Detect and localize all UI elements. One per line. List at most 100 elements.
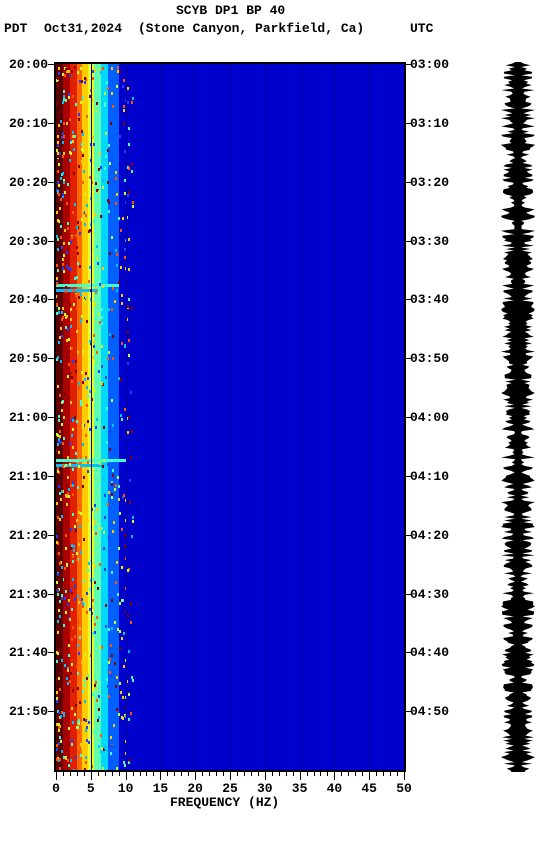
x-tick <box>112 772 113 776</box>
y-left-tick <box>48 123 54 124</box>
y-left-label: 20:00 <box>4 58 48 71</box>
y-right-label: 04:40 <box>410 646 449 659</box>
x-tick <box>98 772 99 776</box>
x-tick-label: 10 <box>114 782 138 795</box>
amplitude-sideplot <box>500 62 536 772</box>
x-tick <box>355 772 356 776</box>
spec-gridline <box>160 64 161 770</box>
x-tick <box>376 772 377 776</box>
x-tick <box>216 772 217 776</box>
x-tick-label: 30 <box>253 782 277 795</box>
y-left-label: 21:20 <box>4 529 48 542</box>
y-left-tick <box>48 64 54 65</box>
y-left-label: 21:40 <box>4 646 48 659</box>
x-tick <box>105 772 106 776</box>
x-tick <box>369 772 370 780</box>
x-tick <box>362 772 363 776</box>
y-left-tick <box>48 358 54 359</box>
x-tick <box>167 772 168 776</box>
x-tick-label: 5 <box>79 782 103 795</box>
x-tick-label: 40 <box>322 782 346 795</box>
x-tick <box>181 772 182 776</box>
x-tick <box>77 772 78 776</box>
x-tick <box>160 772 161 780</box>
x-tick <box>84 772 85 776</box>
x-tick <box>404 772 405 780</box>
x-tick <box>244 772 245 776</box>
x-axis-title: FREQUENCY (HZ) <box>170 796 279 809</box>
label-right-tz: UTC <box>410 22 433 35</box>
y-left-tick <box>48 535 54 536</box>
x-tick <box>195 772 196 780</box>
y-left-tick <box>48 241 54 242</box>
y-left-label: 21:50 <box>4 705 48 718</box>
x-tick <box>293 772 294 776</box>
x-tick <box>383 772 384 776</box>
y-left-label: 20:40 <box>4 293 48 306</box>
y-right-label: 03:30 <box>410 235 449 248</box>
x-tick <box>265 772 266 780</box>
x-tick-label: 25 <box>218 782 242 795</box>
x-tick <box>202 772 203 776</box>
x-tick <box>320 772 321 776</box>
y-right-tick <box>406 652 412 653</box>
y-right-label: 03:50 <box>410 352 449 365</box>
y-right-label: 04:00 <box>410 411 449 424</box>
y-right-label: 04:50 <box>410 705 449 718</box>
spectrogram-page: { "header": { "station_line": "SCYB DP1 … <box>0 0 552 864</box>
x-tick-label: 20 <box>183 782 207 795</box>
x-tick <box>327 772 328 776</box>
x-tick <box>237 772 238 776</box>
x-tick <box>174 772 175 776</box>
x-tick <box>258 772 259 776</box>
x-tick <box>300 772 301 780</box>
y-right-tick <box>406 358 412 359</box>
spec-gridline <box>265 64 266 770</box>
x-tick-label: 15 <box>148 782 172 795</box>
x-tick <box>397 772 398 776</box>
x-tick <box>133 772 134 776</box>
spectrogram-plot <box>54 62 406 772</box>
y-left-label: 20:30 <box>4 235 48 248</box>
y-right-label: 03:10 <box>410 117 449 130</box>
x-tick <box>56 772 57 780</box>
spec-gridline <box>300 64 301 770</box>
x-tick <box>272 772 273 776</box>
spec-gridline <box>126 64 127 770</box>
x-tick-label: 0 <box>44 782 68 795</box>
y-right-label: 03:40 <box>410 293 449 306</box>
x-tick <box>188 772 189 776</box>
label-location: (Stone Canyon, Parkfield, Ca) <box>138 22 364 35</box>
label-date: Oct31,2024 <box>44 22 122 35</box>
y-left-label: 21:00 <box>4 411 48 424</box>
x-tick-label: 50 <box>392 782 416 795</box>
y-right-tick <box>406 476 412 477</box>
y-left-tick <box>48 594 54 595</box>
x-tick <box>307 772 308 776</box>
x-tick <box>230 772 231 780</box>
x-tick <box>91 772 92 780</box>
x-tick <box>348 772 349 776</box>
y-right-tick <box>406 711 412 712</box>
spec-gridline <box>230 64 231 770</box>
y-right-tick <box>406 123 412 124</box>
x-tick-label: 45 <box>357 782 381 795</box>
x-tick <box>119 772 120 776</box>
x-tick <box>140 772 141 776</box>
spec-gridline <box>195 64 196 770</box>
y-right-tick <box>406 594 412 595</box>
x-tick <box>146 772 147 776</box>
y-left-tick <box>48 476 54 477</box>
x-tick <box>279 772 280 776</box>
x-tick <box>70 772 71 776</box>
x-tick <box>286 772 287 776</box>
y-right-tick <box>406 64 412 65</box>
amplitude-trace <box>501 62 535 772</box>
x-tick-label: 35 <box>288 782 312 795</box>
label-left-tz: PDT <box>4 22 27 35</box>
x-tick <box>341 772 342 776</box>
y-left-label: 20:20 <box>4 176 48 189</box>
y-right-tick <box>406 241 412 242</box>
y-left-tick <box>48 711 54 712</box>
x-tick <box>223 772 224 776</box>
